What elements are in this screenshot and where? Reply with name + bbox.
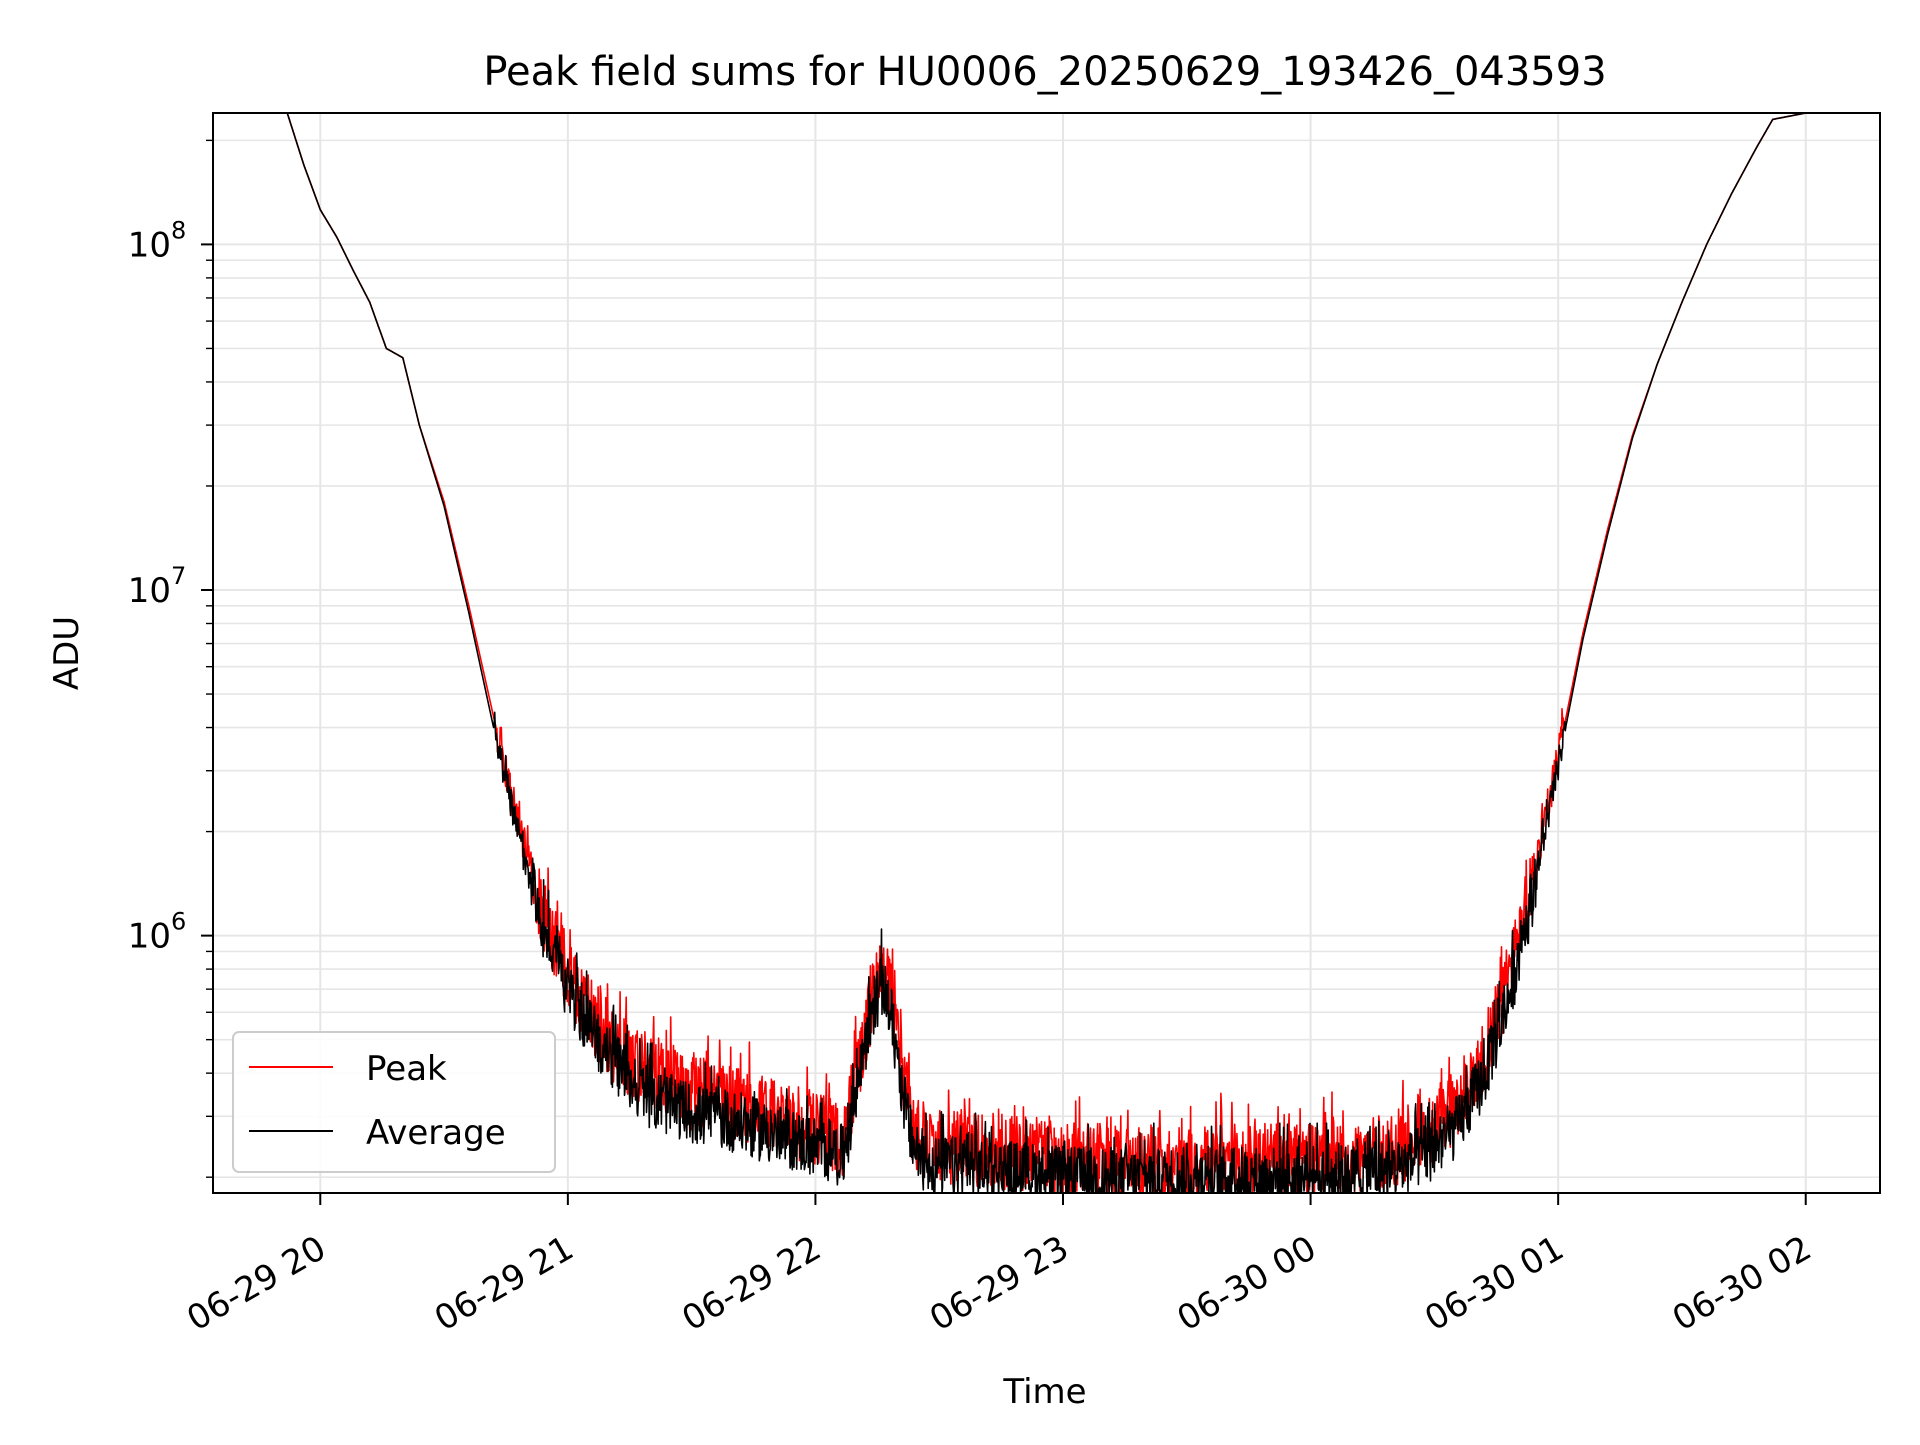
y-tick-exponent: 6 xyxy=(171,908,186,936)
x-axis-label: Time xyxy=(1002,1372,1086,1412)
y-tick-exponent: 7 xyxy=(171,562,186,590)
y-tick-label: 10 xyxy=(128,571,171,611)
y-tick-exponent: 8 xyxy=(171,216,186,244)
y-tick-label: 10 xyxy=(128,225,171,265)
legend-label-peak: Peak xyxy=(366,1049,447,1089)
y-axis-label: ADU xyxy=(47,616,87,690)
grid xyxy=(213,113,1880,1193)
legend-label-average: Average xyxy=(366,1113,506,1153)
series-layer xyxy=(286,113,1806,1193)
chart-title: Peak field sums for HU0006_20250629_1934… xyxy=(483,49,1606,95)
plot-frame xyxy=(212,112,1881,1194)
series-line-average xyxy=(286,113,1806,1193)
y-tick-label: 10 xyxy=(128,917,171,957)
legend: Peak Average xyxy=(232,1031,556,1173)
